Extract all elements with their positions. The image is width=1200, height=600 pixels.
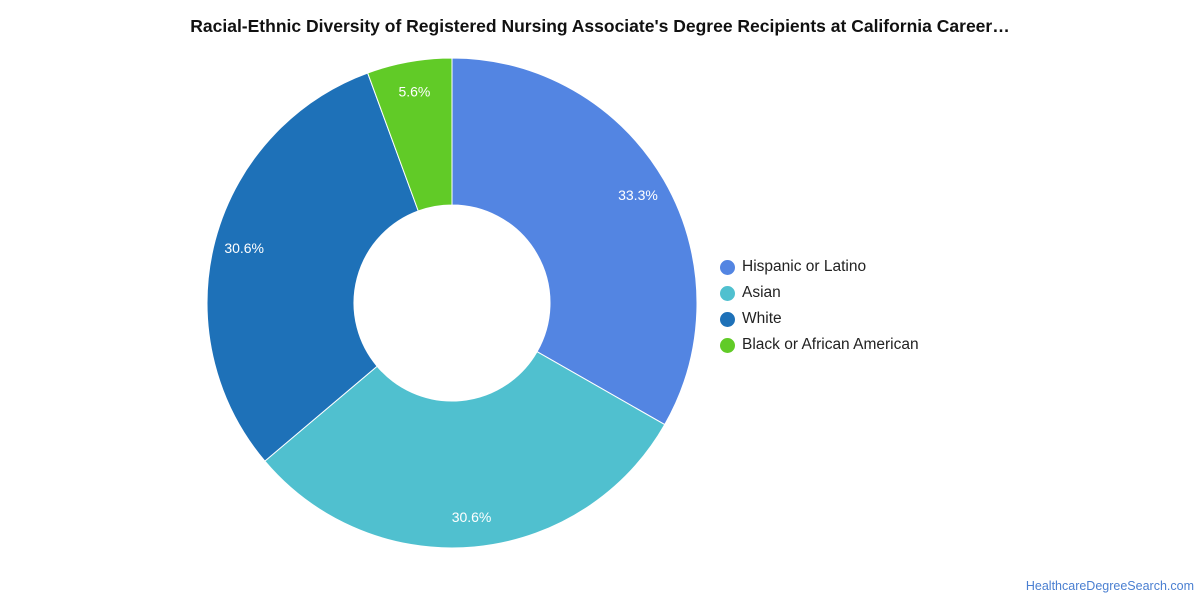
site-watermark[interactable]: HealthcareDegreeSearch.com: [1025, 579, 1194, 593]
legend-item-asian[interactable]: Asian: [720, 280, 919, 306]
legend-swatch: [720, 337, 735, 353]
slice-white[interactable]: [206, 72, 419, 462]
legend-swatch: [720, 259, 735, 275]
legend-label: White: [742, 310, 782, 327]
chart-title: Racial-Ethnic Diversity of Registered Nu…: [190, 16, 1010, 36]
legend-item-black-or-african-american[interactable]: Black or African American: [720, 332, 919, 358]
slice-label-asian: 30.6%: [452, 509, 492, 525]
slice-label-white: 30.6%: [224, 240, 264, 256]
legend-item-white[interactable]: White: [720, 306, 919, 332]
slice-label-black-or-african-american: 5.6%: [398, 83, 430, 99]
legend-swatch: [720, 285, 735, 301]
slice-asian[interactable]: [264, 350, 666, 549]
legend-label: Black or African American: [742, 336, 919, 353]
slice-hispanic-or-latino[interactable]: [451, 57, 698, 426]
chart-legend: Hispanic or Latino Asian White Black or Afr…: [720, 254, 919, 358]
slice-label-hispanic-or-latino: 33.3%: [618, 187, 658, 203]
slice-black-or-african-american[interactable]: [367, 57, 453, 212]
legend-item-hispanic-or-latino[interactable]: Hispanic or Latino: [720, 254, 919, 280]
donut-slices: [206, 57, 698, 549]
slice-labels: 33.3% 30.6% 30.6% 5.6%: [224, 83, 658, 525]
legend-swatch: [720, 311, 735, 327]
legend-label: Hispanic or Latino: [742, 258, 867, 275]
legend-label: Asian: [742, 284, 781, 301]
